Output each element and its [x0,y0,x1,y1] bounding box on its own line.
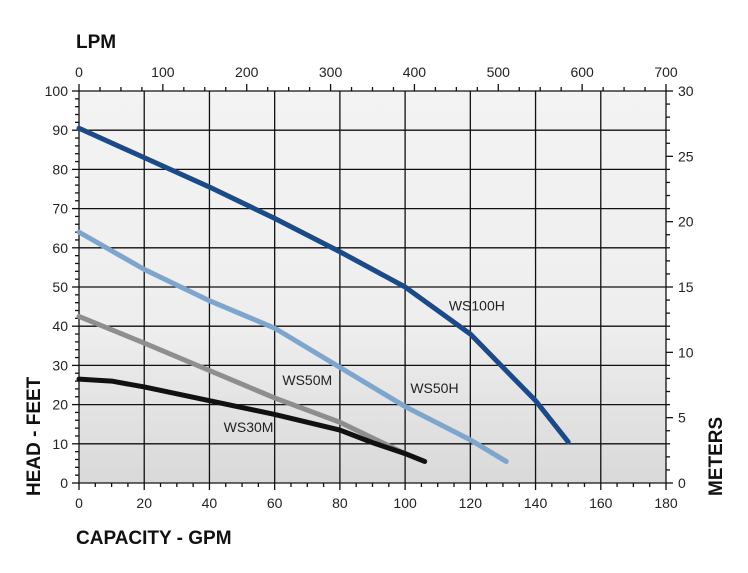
series-label-ws50h: WS50H [410,380,458,396]
x-tick-label: 100 [393,495,417,511]
x2-tick-label: 0 [75,64,83,80]
series-label-ws100h: WS100H [449,298,505,314]
y-tick-label: 80 [52,161,68,177]
y2-tick-label: 20 [678,214,694,230]
x2-tick-label: 200 [235,64,259,80]
series-label-ws50m: WS50M [282,372,332,388]
x-tick-label: 40 [202,495,218,511]
x2-tick-label: 400 [403,64,427,80]
y-tick-label: 90 [52,122,68,138]
x-tick-label: 20 [136,495,152,511]
series-lines [76,125,571,464]
x2-axis-title: LPM [76,32,116,53]
series-label-ws30m: WS30M [224,419,274,435]
y-tick-label: 0 [60,475,68,491]
series-line-ws100h [76,125,571,445]
y-tick-label: 70 [52,201,68,217]
y-tick-label: 30 [52,357,68,373]
y2-tick-label: 25 [678,148,694,164]
series-line-ws50h [76,229,509,464]
x2-tick-label: 700 [654,64,678,80]
x-tick-label: 60 [267,495,283,511]
y2-tick-label: 0 [678,475,686,491]
series-labels: WS100H WS50H WS50M WS30M [224,298,505,436]
x-tick-label: 120 [459,495,483,511]
x-tick-label: 0 [75,495,83,511]
x-tick-label: 80 [332,495,348,511]
y-tick-label: 60 [52,240,68,256]
x-tick-label: 140 [524,495,548,511]
y-tick-label: 100 [45,83,69,99]
x2-tick-label: 300 [319,64,343,80]
y-tick-label: 40 [52,318,68,334]
x2-tick-label: 600 [570,64,594,80]
y2-axis-title: METERS [706,417,727,496]
y-tick-label: 20 [52,397,68,413]
x-tick-label: 180 [654,495,678,511]
y2-tick-label: 5 [678,410,686,426]
x2-tick-label: 100 [151,64,175,80]
y2-tick-label: 30 [678,83,694,99]
x-tick-label: 160 [589,495,613,511]
x2-tick-label: 500 [487,64,511,80]
y2-tick-label: 15 [678,279,694,295]
y-tick-label: 50 [52,279,68,295]
y-axis-title: HEAD - FEET [24,376,45,496]
x-axis-title: CAPACITY - GPM [76,528,232,549]
y-tick-label: 10 [52,436,68,452]
y2-tick-label: 10 [678,344,694,360]
series-line-ws30m [76,376,428,464]
